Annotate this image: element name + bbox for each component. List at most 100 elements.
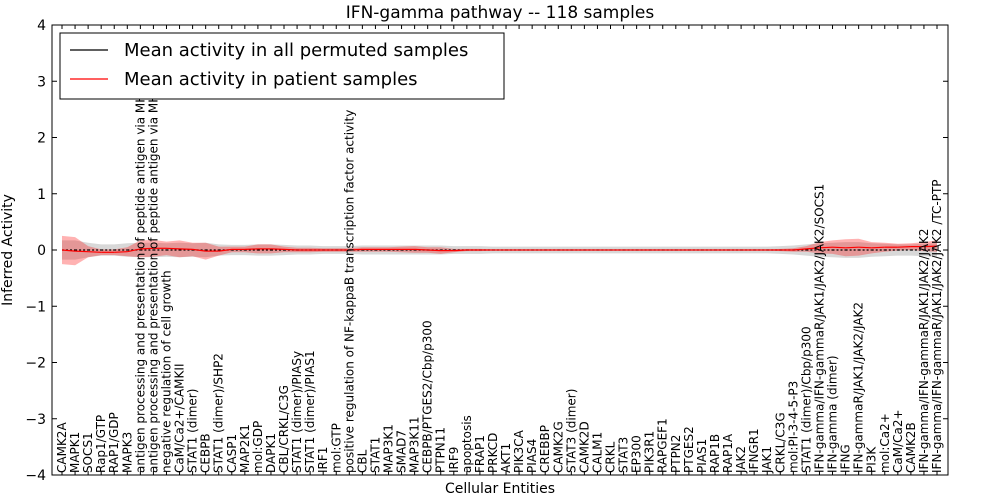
patient-mean-segment — [166, 247, 180, 250]
x-tick-label: CAMK2D — [577, 421, 591, 473]
patient-mean-segment — [179, 248, 193, 250]
x-tick-label: IFNGR1 — [747, 428, 761, 473]
x-tick-label: MAPK3 — [120, 432, 134, 473]
x-tick-label: DAPK1 — [264, 433, 278, 473]
x-tick-label: CALM1 — [590, 432, 604, 473]
x-tick-label: PTPN2 — [669, 435, 683, 473]
plot-frame — [51, 24, 949, 476]
x-tick-label: RAP1/GDP — [107, 412, 121, 473]
x-axis-label: Cellular Entities — [445, 481, 555, 497]
x-tick-label: STAT1 (dimer)/SHP2 — [212, 353, 226, 473]
x-tick-label: CBL — [355, 449, 369, 473]
x-tick-label: RAP1A — [721, 433, 735, 473]
x-tick-label: CAMK2B — [904, 422, 918, 473]
x-tick-label: RAP1B — [708, 434, 722, 473]
legend-label-patient: Mean activity in patient samples — [124, 69, 418, 90]
x-tick-label: SMAD7 — [395, 430, 409, 473]
x-tick-label: IRF9 — [447, 447, 461, 473]
patient-mean-segment — [218, 248, 232, 252]
x-tick-label: EP300 — [630, 435, 644, 473]
x-tick-label: JAK2 — [734, 446, 748, 474]
x-tick-label: PIK3R1 — [643, 431, 657, 473]
x-tick-label: antigen processing and presentation of p… — [133, 44, 147, 473]
x-tick-label: MAP3K11 — [408, 416, 422, 473]
patient-mean-segment — [845, 246, 859, 249]
x-tick-label: PRKCD — [486, 433, 500, 473]
patient-mean-segment — [349, 248, 363, 251]
x-tick-label: MAP2K1 — [238, 424, 252, 473]
patient-mean-segment — [819, 246, 833, 249]
x-tick-label: mol:Ca2+ — [878, 413, 892, 473]
patient-mean-segment — [75, 250, 89, 253]
legend: Mean activity in all permuted samples Me… — [59, 32, 505, 100]
patient-mean-segment — [140, 247, 154, 250]
x-tick-label: IFN-gamma (dimer) — [826, 355, 840, 473]
patient-mean-segment — [270, 248, 285, 250]
patient-mean-segment — [453, 249, 467, 252]
patient-mean-segment — [793, 248, 807, 251]
x-tick-label: CAMK2G — [551, 421, 565, 473]
x-tick-label: CaM/Ca2+/CAMKII — [173, 364, 187, 473]
patient-mean-segment — [114, 251, 128, 253]
x-tick-label: PI3K — [865, 446, 879, 473]
x-tick-label: PIK3CA — [512, 429, 526, 473]
x-tick-label: AKT1 — [499, 443, 513, 473]
x-tick-label: STAT1 — [368, 437, 382, 473]
x-tick-label: FRAP1 — [473, 435, 487, 473]
y-tick-label: −2 — [25, 356, 46, 372]
patient-mean-segment — [283, 248, 298, 251]
patient-mean-segment — [244, 248, 258, 250]
x-tick-label: mol:GTP — [329, 423, 343, 473]
y-tick-label: 0 — [37, 243, 46, 259]
x-tick-label: STAT3 — [617, 437, 631, 473]
x-tick-label: CREBBP — [538, 425, 552, 473]
patient-mean-segment — [806, 247, 820, 250]
legend-box — [59, 32, 505, 100]
x-tick-label: positive regulation of NF-kappaB transcr… — [342, 110, 356, 473]
patient-mean-segment — [414, 248, 428, 251]
x-tick-label: IFN-gamma/IFN-gammaR/JAK1/JAK2/JAK2 — [917, 228, 931, 473]
x-tick-label: IFN-gamma/IFN-gammaR/JAK1/JAK2/JAK2 /TC-… — [930, 179, 944, 473]
legend-label-permuted: Mean activity in all permuted samples — [124, 40, 468, 61]
x-tick-label: CBL/CRKL/C3G — [277, 385, 291, 473]
x-tick-label: CaM/Ca2+ — [891, 409, 905, 473]
x-tick-label: PTPN11 — [434, 427, 448, 473]
x-tick-label: STAT1 (dimer)/PIASy — [290, 351, 304, 473]
x-tick-label: MAPK1 — [68, 432, 82, 473]
x-tick-label: RAPGEF1 — [656, 418, 670, 473]
x-tick-label: PIAS4 — [525, 439, 539, 473]
patient-mean-segment — [871, 246, 885, 249]
x-tick-label: IFN-gammaR/JAK1/JAK2/JAK2 — [852, 302, 866, 473]
x-tick-label: CRKL — [604, 441, 618, 473]
x-tick-label: IFN-gamma/IFN-gammaR/JAK1/JAK2/JAK2/SOCS… — [813, 184, 827, 473]
x-tick-label: STAT3 (dimer) — [564, 389, 578, 473]
x-tick-label: JAK1 — [760, 446, 774, 474]
patient-mean-segment — [832, 246, 846, 249]
y-tick-label: −1 — [25, 299, 46, 315]
y-tick-label: 3 — [37, 74, 46, 90]
x-tick-label: mol:PI-3-4-5-P3 — [786, 381, 800, 473]
x-tick-label: CEBPB — [199, 433, 213, 473]
patient-mean-segment — [427, 249, 441, 252]
patient-mean-segment — [897, 246, 911, 248]
chart-lines — [61, 245, 938, 253]
x-tick-label: PIAS1 — [695, 439, 709, 473]
x-tick-label: STAT1 (dimer)/PIAS1 — [303, 350, 317, 473]
patient-mean-segment — [858, 246, 872, 249]
x-tick-label: STAT1 (dimer)/Cbp/p300 — [799, 326, 813, 473]
x-tick-label: MAP3K1 — [382, 424, 396, 473]
y-tick-label: −3 — [25, 412, 46, 428]
x-tick-label: Rap1/GTP — [94, 415, 108, 473]
x-tick-label: CAMK2A — [55, 422, 69, 473]
patient-mean-segment — [127, 248, 141, 253]
y-tick-label: 4 — [37, 18, 46, 34]
patient-mean-segment — [192, 248, 206, 252]
x-tick-label: CEBPB/PTGES2/Cbp/p300 — [421, 320, 435, 473]
y-tick-label: 2 — [37, 131, 46, 147]
x-tick-label: CRKL/C3G — [773, 412, 787, 473]
patient-mean-segment — [88, 251, 102, 253]
x-tick-label: IRF1 — [316, 447, 330, 473]
patient-mean-segment — [61, 249, 76, 252]
x-tick-label: STAT1 (dimer) — [186, 389, 200, 473]
